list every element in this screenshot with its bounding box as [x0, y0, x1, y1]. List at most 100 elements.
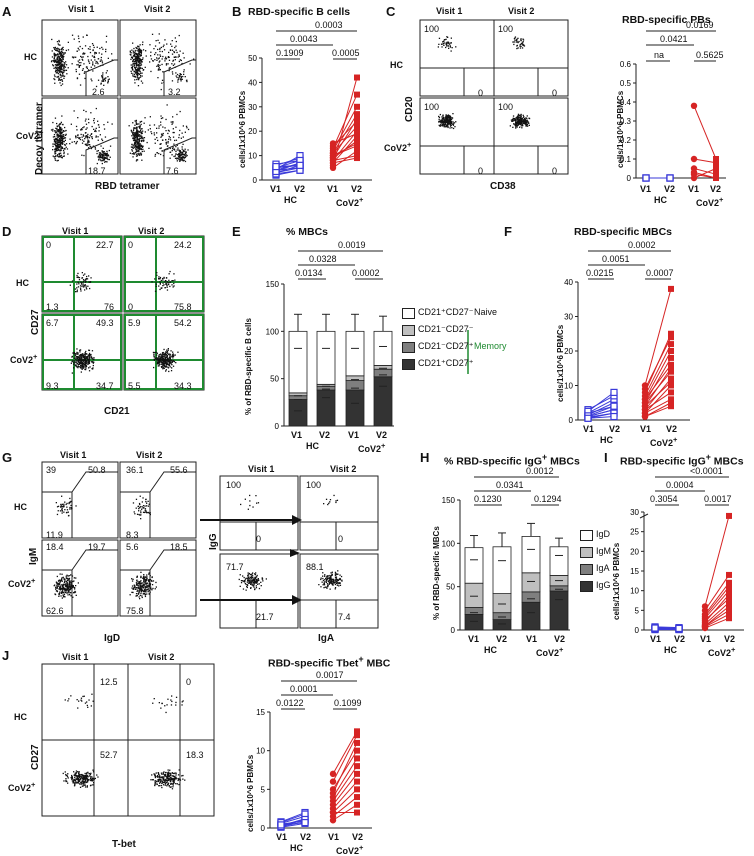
g-event — [142, 597, 143, 598]
a-event — [63, 78, 64, 79]
c-event — [513, 44, 514, 45]
a-event — [72, 63, 73, 64]
g-xlabel: IgD — [104, 633, 120, 644]
g-event — [55, 589, 56, 590]
a-event — [65, 137, 66, 138]
a-event — [92, 70, 93, 71]
a-event — [133, 129, 134, 130]
g-event — [141, 583, 142, 584]
j-event — [182, 775, 183, 776]
j-event — [65, 771, 66, 772]
d-event — [168, 350, 169, 351]
g-event — [68, 512, 69, 513]
g-event — [67, 589, 68, 590]
g2-event — [246, 578, 247, 579]
c-event — [513, 115, 514, 116]
a-event — [146, 55, 147, 56]
g-event — [136, 585, 137, 586]
a-event — [154, 54, 155, 55]
g2-event — [262, 580, 263, 581]
g-event — [74, 587, 75, 588]
a-event — [177, 81, 178, 82]
a-event — [149, 44, 150, 45]
g-event — [144, 505, 145, 506]
e-bar-3-2 — [346, 331, 364, 375]
a-event — [167, 104, 168, 105]
a-event — [135, 142, 136, 143]
a-event — [95, 147, 96, 148]
d-g4-3: 5.5 — [128, 381, 141, 391]
j-event — [72, 777, 73, 778]
c2-point-CoV2+-v1 — [691, 169, 697, 175]
d-event — [79, 279, 80, 280]
j-event — [75, 774, 76, 775]
g-event — [136, 499, 137, 500]
d-event — [158, 278, 159, 279]
a-event — [167, 133, 168, 134]
g2-event — [324, 584, 325, 585]
c-event — [439, 119, 440, 120]
d-event — [89, 370, 90, 371]
e-bar-0-1 — [317, 390, 335, 426]
a-event — [69, 143, 70, 144]
a-event — [101, 83, 102, 84]
j-event — [170, 777, 171, 778]
g2-event — [242, 580, 243, 581]
d-event — [161, 364, 162, 365]
panel-letter-b: B — [232, 4, 241, 19]
d-event — [169, 361, 170, 362]
j-event — [171, 695, 172, 696]
c2-p1: 0.0169 — [686, 20, 714, 30]
g2-event — [335, 579, 336, 580]
a-event — [179, 61, 180, 62]
g-row-cov: CoV2+ — [8, 576, 35, 589]
g2-event — [258, 502, 259, 503]
a-flow-plot-cov-v1 — [42, 98, 118, 174]
a-event — [137, 48, 138, 49]
d-event — [153, 354, 154, 355]
g2-event — [329, 575, 330, 576]
d-event — [167, 289, 168, 290]
a-event — [134, 52, 135, 53]
f-p3: 0.0215 — [586, 268, 614, 278]
panel-letter-i: I — [604, 450, 608, 465]
g-event — [70, 574, 71, 575]
d-event — [153, 352, 154, 353]
a-event — [55, 132, 56, 133]
a-event — [54, 76, 55, 77]
a-event — [132, 75, 133, 76]
d-event — [76, 275, 77, 276]
e-legend-swatch-2 — [402, 325, 415, 336]
a-event — [179, 161, 180, 162]
g-event — [62, 591, 63, 592]
c-event — [515, 126, 516, 127]
a-event — [136, 151, 137, 152]
c-event — [516, 48, 517, 49]
a-event — [78, 61, 79, 62]
c2-v1b: V1 — [688, 184, 699, 194]
a-event — [170, 139, 171, 140]
a-event — [166, 64, 167, 65]
g-event — [66, 576, 67, 577]
h-y-tick-label: 50 — [446, 583, 455, 592]
g-event — [145, 584, 146, 585]
c-event — [441, 122, 442, 123]
g2-event — [327, 583, 328, 584]
j-event — [164, 780, 165, 781]
e-legend-naive: Naive — [474, 307, 497, 317]
d-event — [157, 361, 158, 362]
e-p3: 0.0134 — [295, 268, 323, 278]
a-event — [56, 129, 57, 130]
g2-g3-1: 71.7 — [226, 562, 244, 572]
a-event — [63, 148, 64, 149]
i-point-CoV2+-v2 — [726, 572, 732, 578]
c-event — [438, 44, 439, 45]
a-event — [177, 148, 178, 149]
a-event — [161, 118, 162, 119]
j-event — [169, 785, 170, 786]
g-event — [60, 580, 61, 581]
j-event — [84, 779, 85, 780]
d-g4-1: 5.9 — [128, 318, 141, 328]
j-event — [175, 774, 176, 775]
j-event — [165, 779, 166, 780]
